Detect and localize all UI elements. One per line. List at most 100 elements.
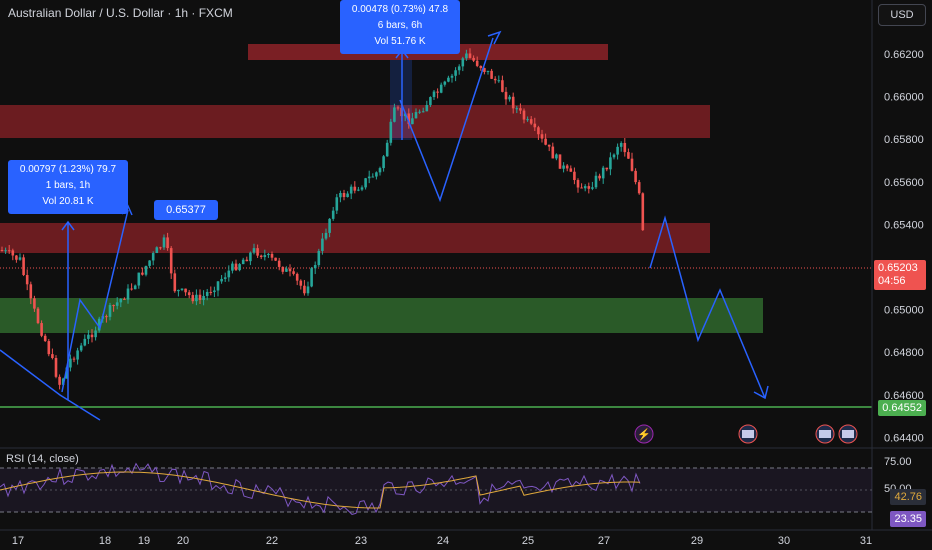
price-tick-label: 0.64600 <box>884 390 924 402</box>
candle-body <box>490 70 493 79</box>
candle-body <box>378 168 382 173</box>
candle-body <box>22 257 25 276</box>
countdown-value: 04:56 <box>878 275 906 287</box>
us-flag-event-icon[interactable] <box>838 424 858 444</box>
price-tick-label: 0.65800 <box>884 134 924 146</box>
candle-body <box>565 165 569 169</box>
candle-body <box>382 156 385 169</box>
symbol-title[interactable]: Australian Dollar / U.S. Dollar · 1h · F… <box>8 6 233 20</box>
candle-body <box>7 250 11 252</box>
candle-body <box>263 255 267 258</box>
candle-body <box>468 53 472 58</box>
candle-body <box>583 186 587 189</box>
price-axis[interactable]: 0.662000.660000.658000.656000.654000.652… <box>884 49 924 444</box>
candle-body <box>465 53 468 59</box>
arrow-up-icon <box>61 220 75 231</box>
candle-body <box>29 284 33 299</box>
candle-body <box>331 210 335 219</box>
rsi-title[interactable]: RSI (14, close) <box>6 453 79 465</box>
candle-body <box>133 285 137 290</box>
support-price-tag: 0.64552 <box>878 400 926 416</box>
candle-body <box>324 232 328 239</box>
candle-body <box>11 250 15 256</box>
candle-body <box>151 253 155 261</box>
candle-body <box>371 176 375 178</box>
measure-box-1[interactable]: 0.00797 (1.23%) 79.7 1 bars, 1h Vol 20.8… <box>8 160 128 214</box>
svg-text:⚡: ⚡ <box>637 428 651 441</box>
candle-body <box>15 255 18 260</box>
projection-path-2 <box>399 37 494 203</box>
candle-body <box>209 291 213 293</box>
candle-body <box>148 260 151 266</box>
candle-body <box>299 280 303 286</box>
rsi-ma-value-tag: 42.76 <box>890 489 926 505</box>
candle-body <box>270 253 274 258</box>
candle-body <box>69 358 72 368</box>
time-tick-label: 25 <box>522 535 534 547</box>
time-tick-label: 29 <box>691 535 703 547</box>
candle-body <box>306 286 310 294</box>
candle-body <box>580 187 583 189</box>
candle-body <box>238 264 241 271</box>
candle-body <box>414 112 418 119</box>
candle-body <box>349 186 353 194</box>
candle-body <box>439 84 443 93</box>
candle-body <box>537 127 540 135</box>
candle-body <box>115 302 119 306</box>
candle-body <box>36 308 40 324</box>
price-tick-label: 0.65600 <box>884 177 924 189</box>
candle-body <box>223 277 227 279</box>
candle-body <box>396 107 400 109</box>
currency-button[interactable]: USD <box>878 4 926 26</box>
candle-body <box>155 247 159 254</box>
candle-body <box>609 157 612 170</box>
resistance-zone-mid <box>0 223 710 253</box>
candle-body <box>137 272 141 286</box>
candle-body <box>375 172 378 177</box>
candle-body <box>4 250 7 252</box>
candle-body <box>105 316 108 318</box>
candle-body <box>587 186 591 189</box>
candle-body <box>328 218 331 233</box>
time-tick-label: 27 <box>598 535 610 547</box>
time-tick-label: 24 <box>437 535 449 547</box>
time-tick-label: 18 <box>99 535 111 547</box>
us-flag-event-icon[interactable] <box>738 424 758 444</box>
time-tick-label: 19 <box>138 535 150 547</box>
candle-body <box>364 178 367 188</box>
candle-body <box>641 193 645 231</box>
candle-body <box>205 291 209 296</box>
time-axis[interactable]: 17 18 19 20 22 23 24 25 27 29 30 31 <box>12 535 872 547</box>
us-flag-event-icon[interactable] <box>815 424 835 444</box>
candle-body <box>637 182 641 194</box>
projection-path-1 <box>61 209 129 393</box>
candle-body <box>162 237 166 248</box>
candle-body <box>33 298 36 309</box>
rsi-level-75: 75.00 <box>884 456 912 468</box>
lightning-event-icon[interactable] <box>634 424 654 444</box>
candle-body <box>220 278 223 282</box>
price-label-box[interactable]: 0.65377 <box>154 200 218 220</box>
candle-body <box>198 294 202 300</box>
time-tick-label: 22 <box>266 535 278 547</box>
candle-body <box>508 96 511 100</box>
rsi-value-tag: 23.35 <box>890 511 926 527</box>
candle-body <box>0 250 4 251</box>
candle-body <box>79 345 83 351</box>
candle-body <box>267 253 270 256</box>
candle-body <box>475 60 479 66</box>
candle-body <box>429 97 432 106</box>
candle-body <box>389 121 393 143</box>
candle-body <box>90 334 94 338</box>
trend-line-lower <box>0 349 101 421</box>
candle-body <box>612 154 616 158</box>
candle-body <box>281 266 285 272</box>
candle-body <box>173 273 177 292</box>
candle-body <box>601 167 605 179</box>
candle-body <box>533 123 537 128</box>
candle-body <box>310 268 313 287</box>
candle-body <box>249 252 252 262</box>
candle-body <box>367 176 371 179</box>
measure-box-2[interactable]: 0.00478 (0.73%) 47.8 6 bars, 6h Vol 51.7… <box>340 0 460 54</box>
